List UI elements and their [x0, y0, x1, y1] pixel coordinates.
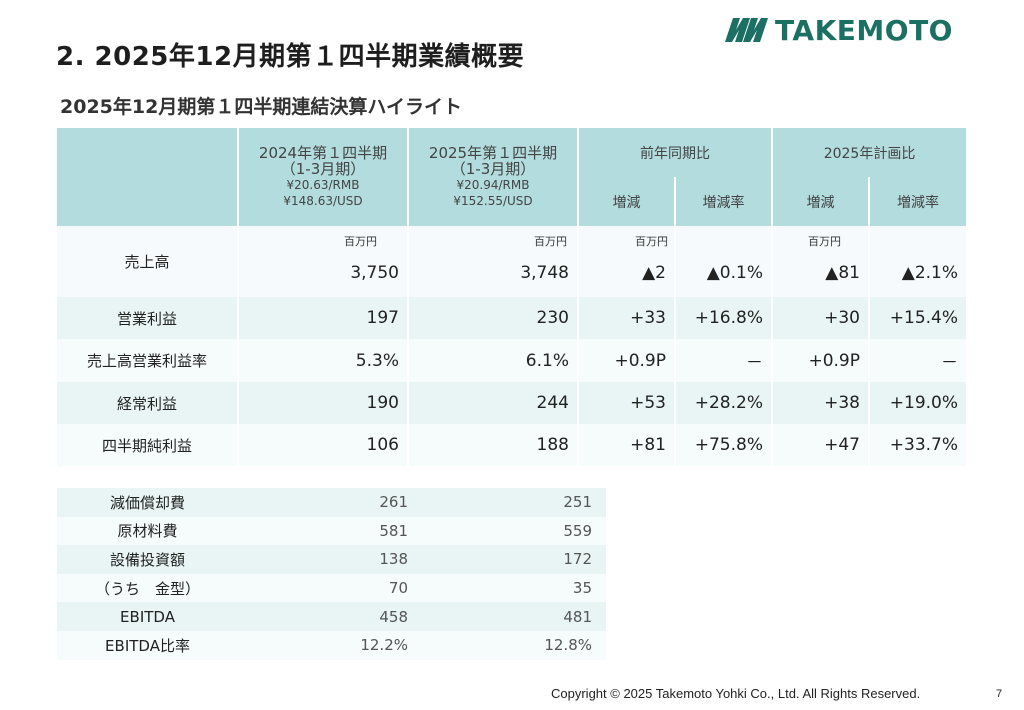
header-plan-change: 増減 — [772, 177, 870, 226]
value-2025: 35 — [422, 573, 606, 603]
row-label: 経常利益 — [57, 382, 239, 424]
table-row: 設備投資額 138 172 — [57, 545, 606, 574]
page-number: 7 — [996, 688, 1003, 700]
plan-change: +0.9P — [772, 339, 870, 382]
value-2024: 3,750 — [238, 249, 409, 297]
row-label: 四半期純利益 — [57, 424, 239, 466]
header-plan: 2025年計画比 — [772, 128, 967, 177]
yoy-rate: +28.2% — [675, 382, 773, 424]
plan-rate: +33.7% — [869, 424, 967, 466]
section-subtitle: 2025年12月期第１四半期連結決算ハイライト — [60, 96, 462, 118]
yoy-change: +53 — [578, 382, 676, 424]
header-plan-rate: 増減率 — [869, 177, 967, 226]
copyright-notice: Copyright © 2025 Takemoto Yohki Co., Ltd… — [551, 686, 921, 701]
value-2025: 12.8% — [422, 630, 606, 660]
row-label: 売上高営業利益率 — [57, 339, 239, 382]
yoy-rate: － — [675, 339, 773, 382]
plan-change: +47 — [772, 424, 870, 466]
yoy-rate: +16.8% — [675, 297, 773, 339]
table-row: 経常利益 190 244 +53 +28.2% +38 +19.0% — [57, 382, 967, 424]
table-row: EBITDA比率 12.2% 12.8% — [57, 630, 606, 660]
unit-label: 百万円 — [408, 226, 579, 249]
row-label: 減価償却費 — [57, 488, 238, 517]
usd-rate-2024: ¥148.63/USD — [283, 194, 363, 208]
value-2024: 197 — [238, 297, 409, 339]
plan-rate: +19.0% — [869, 382, 967, 424]
row-label: EBITDA — [57, 602, 238, 631]
plan-rate: +15.4% — [869, 297, 967, 339]
header-2024: 2024年第１四半期 （1-3月期） ¥20.63/RMB ¥148.63/US… — [238, 128, 409, 226]
value-2025: 559 — [422, 516, 606, 546]
unit-row: 売上高 百万円 百万円 百万円 百万円 — [57, 226, 967, 297]
rmb-rate-2024: ¥20.63/RMB — [286, 178, 360, 192]
row-label: （うち 金型） — [57, 573, 238, 603]
rmb-rate-2025: ¥20.94/RMB — [456, 178, 530, 192]
value-2024: 106 — [238, 424, 409, 466]
company-logo: TAKEMOTO — [725, 13, 953, 47]
yoy-change: +0.9P — [578, 339, 676, 382]
logo-text: TAKEMOTO — [775, 13, 953, 47]
table-row: EBITDA 458 481 — [57, 602, 606, 631]
value-2024: 5.3% — [238, 339, 409, 382]
range-2024: （1-3月期） — [280, 160, 366, 178]
value-2025: 251 — [422, 488, 606, 517]
table-row: 3,750 3,748 ▲2 ▲0.1% ▲81 ▲2.1% — [57, 249, 967, 297]
table-row: （うち 金型） 70 35 — [57, 573, 606, 603]
yoy-rate: +75.8% — [675, 424, 773, 466]
yoy-change: ▲2 — [578, 249, 676, 297]
unit-label: 百万円 — [578, 226, 676, 249]
table-row: 営業利益 197 230 +33 +16.8% +30 +15.4% — [57, 297, 967, 339]
table-row: 四半期純利益 106 188 +81 +75.8% +47 +33.7% — [57, 424, 967, 466]
value-2025: 481 — [422, 602, 606, 631]
plan-rate: ▲2.1% — [869, 249, 967, 297]
value-2024: 458 — [238, 602, 422, 631]
usd-rate-2025: ¥152.55/USD — [453, 194, 533, 208]
value-2025: 6.1% — [408, 339, 579, 382]
row-label: 売上高 — [124, 253, 170, 271]
yoy-change: +33 — [578, 297, 676, 339]
value-2025: 244 — [408, 382, 579, 424]
header-yoy: 前年同期比 — [578, 128, 773, 177]
unit-label: 百万円 — [772, 226, 870, 249]
value-2024: 138 — [238, 545, 422, 574]
plan-change: +38 — [772, 382, 870, 424]
value-2024: 581 — [238, 516, 422, 546]
plan-rate: － — [869, 339, 967, 382]
logo-mark-icon — [725, 18, 768, 42]
row-label: EBITDA比率 — [57, 630, 238, 660]
row-label: 営業利益 — [57, 297, 239, 339]
range-2025: （1-3月期） — [450, 160, 536, 178]
plan-change: ▲81 — [772, 249, 870, 297]
header-blank — [57, 128, 239, 226]
value-2024: 190 — [238, 382, 409, 424]
value-2024: 12.2% — [238, 630, 422, 660]
header-yoy-rate: 増減率 — [675, 177, 773, 226]
unit-label: 百万円 — [238, 226, 409, 249]
table-row: 売上高営業利益率 5.3% 6.1% +0.9P － +0.9P － — [57, 339, 967, 382]
header-yoy-change: 増減 — [578, 177, 676, 226]
page-title: 2. 2025年12月期第１四半期業績概要 — [56, 42, 525, 72]
plan-change: +30 — [772, 297, 870, 339]
period-2024: 2024年第１四半期 — [258, 144, 388, 162]
header-2025: 2025年第１四半期 （1-3月期） ¥20.94/RMB ¥152.55/US… — [408, 128, 579, 226]
value-2025: 3,748 — [408, 249, 579, 297]
row-label: 設備投資額 — [57, 545, 238, 574]
table-row: 減価償却費 261 251 — [57, 488, 606, 517]
yoy-change: +81 — [578, 424, 676, 466]
value-2024: 261 — [238, 488, 422, 517]
supplementary-table: 減価償却費 261 251 原材料費 581 559 設備投資額 138 172… — [57, 488, 606, 660]
period-2025: 2025年第１四半期 — [428, 144, 558, 162]
row-label: 原材料費 — [57, 516, 238, 546]
value-2025: 188 — [408, 424, 579, 466]
yoy-rate: ▲0.1% — [675, 249, 773, 297]
highlights-table: 2024年第１四半期 （1-3月期） ¥20.63/RMB ¥148.63/US… — [57, 128, 967, 466]
table-row: 原材料費 581 559 — [57, 516, 606, 546]
value-2025: 230 — [408, 297, 579, 339]
value-2024: 70 — [238, 573, 422, 603]
value-2025: 172 — [422, 545, 606, 574]
